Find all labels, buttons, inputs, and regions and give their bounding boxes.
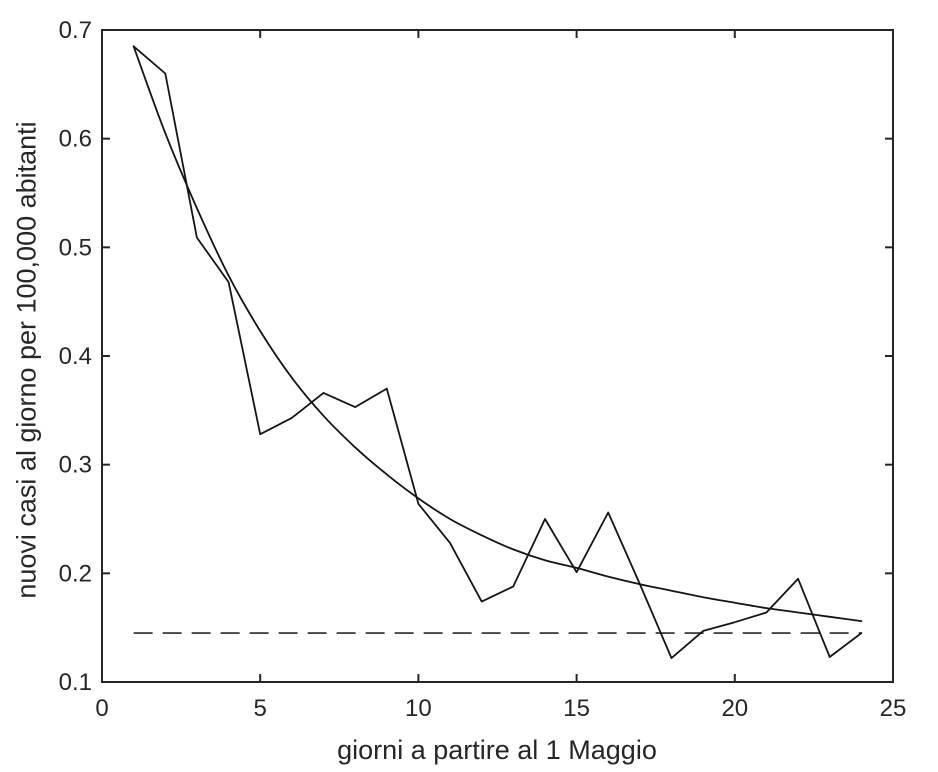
plot-box — [101, 29, 894, 683]
y-tick-label: 0.3 — [59, 452, 92, 479]
x-tick-label: 0 — [95, 695, 108, 722]
y-tick-label: 0.6 — [59, 126, 92, 153]
x-axis-title: giorni a partire al 1 Maggio — [337, 735, 657, 765]
x-tick-label: 10 — [405, 695, 432, 722]
y-tick-label: 0.2 — [59, 560, 92, 587]
observed-line — [132, 45, 863, 659]
y-tick-label: 0.7 — [59, 17, 92, 44]
x-tick-label: 15 — [563, 695, 590, 722]
fit-line — [132, 45, 863, 622]
y-tick-label: 0.1 — [59, 669, 92, 696]
x-tick-label: 5 — [254, 695, 267, 722]
y-axis-title: nuovi casi al giorno per 100,000 abitant… — [11, 121, 42, 599]
x-tick-label: 20 — [721, 695, 748, 722]
x-tick-label: 25 — [880, 695, 907, 722]
y-tick-label: 0.4 — [59, 343, 92, 370]
y-tick-label: 0.5 — [59, 234, 92, 261]
